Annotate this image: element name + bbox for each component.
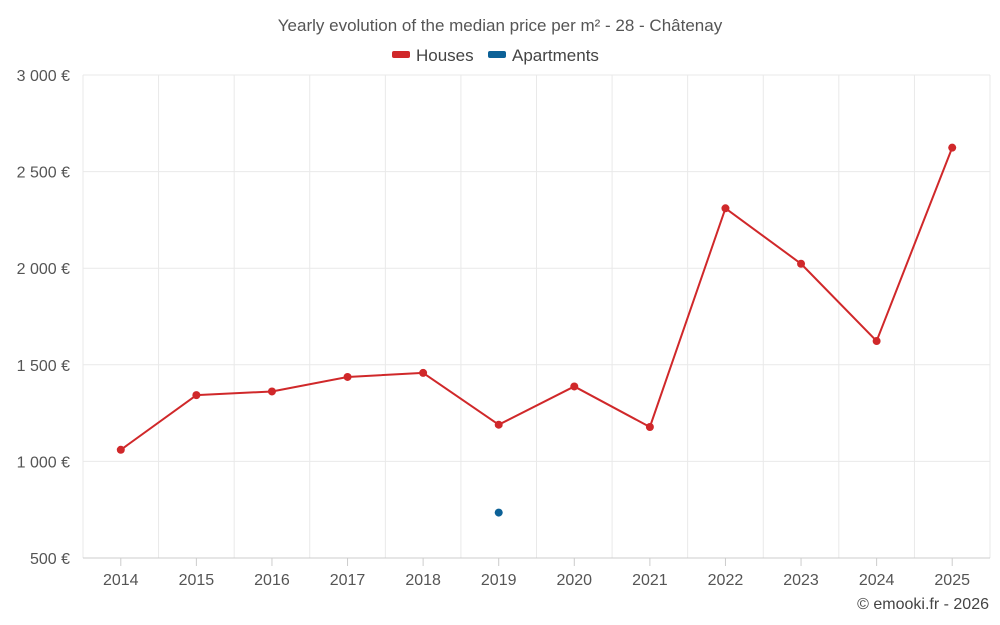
data-point-apartments[interactable] — [494, 508, 503, 517]
data-point-houses[interactable] — [948, 143, 957, 152]
legend-swatch-apartments — [488, 51, 506, 58]
data-point-houses[interactable] — [419, 368, 428, 377]
x-tick-label: 2014 — [103, 572, 139, 589]
data-point-houses[interactable] — [721, 204, 730, 213]
data-point-houses[interactable] — [192, 391, 201, 400]
x-tick-label: 2021 — [632, 572, 668, 589]
data-point-houses[interactable] — [343, 372, 352, 381]
data-point-houses[interactable] — [267, 387, 276, 396]
x-tick-label: 2016 — [254, 572, 290, 589]
chart-title: Yearly evolution of the median price per… — [278, 16, 723, 35]
y-axis: 500 € 1 000 € 1 500 € 2 000 € 2 500 € 3 000 € — [17, 68, 70, 568]
legend-swatch-houses — [392, 51, 410, 58]
data-point-houses[interactable] — [116, 445, 125, 454]
legend-label-houses: Houses — [416, 46, 474, 65]
x-tick-label: 2022 — [708, 572, 744, 589]
x-tick-label: 2025 — [934, 572, 970, 589]
x-tick-label: 2019 — [481, 572, 517, 589]
y-tick-label: 1 000 € — [17, 454, 70, 471]
y-tick-label: 3 000 € — [17, 68, 70, 85]
data-point-houses[interactable] — [645, 423, 654, 432]
x-tick-label: 2023 — [783, 572, 819, 589]
data-point-houses[interactable] — [797, 259, 806, 268]
legend-label-apartments: Apartments — [512, 46, 599, 65]
x-tick-label: 2018 — [405, 572, 441, 589]
x-tick-label: 2017 — [330, 572, 366, 589]
y-tick-label: 2 500 € — [17, 165, 70, 182]
legend: Houses Apartments — [392, 46, 599, 65]
y-tick-label: 500 € — [30, 551, 70, 568]
data-point-houses[interactable] — [570, 382, 579, 391]
series-line-houses — [119, 146, 954, 451]
x-tick-label: 2024 — [859, 572, 895, 589]
legend-item-houses[interactable]: Houses — [392, 46, 474, 65]
x-tick-label: 2020 — [556, 572, 592, 589]
x-tick-label: 2015 — [179, 572, 215, 589]
plot-area — [116, 143, 957, 517]
credit: © emooki.fr - 2026 — [857, 596, 989, 613]
data-point-houses[interactable] — [872, 337, 881, 346]
legend-item-apartments[interactable]: Apartments — [488, 46, 599, 65]
y-tick-label: 1 500 € — [17, 358, 70, 375]
x-axis: 2014 2015 2016 2017 2018 2019 2020 2021 2022 2023… — [103, 558, 970, 589]
y-tick-label: 2 000 € — [17, 261, 70, 278]
data-point-houses[interactable] — [494, 420, 503, 429]
